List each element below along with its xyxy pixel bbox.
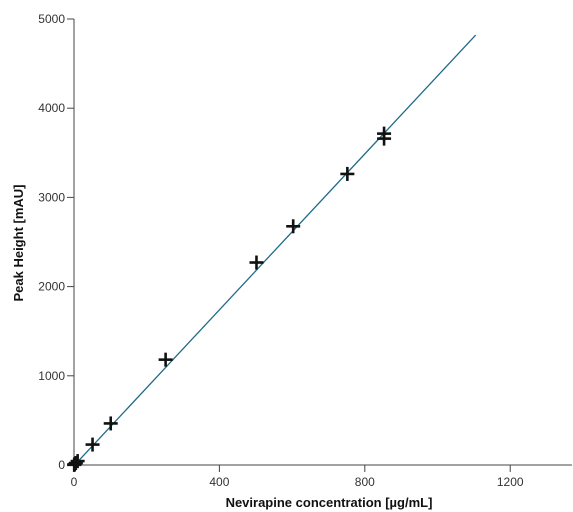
x-axis: 0 400 800 1200: [71, 464, 572, 489]
x-axis-title: Nevirapine concentration [µg/mL]: [226, 495, 433, 510]
data-point: [85, 437, 100, 452]
data-point: [70, 454, 85, 469]
data-point: [286, 219, 301, 234]
x-tick-label: 0: [71, 475, 78, 489]
y-tick-label: 0: [58, 458, 65, 472]
y-axis: 0 1000 2000 3000 4000 5000: [38, 12, 75, 472]
y-tick-label: 5000: [38, 12, 65, 26]
x-tick-label: 1200: [497, 475, 524, 489]
y-tick-label: 1000: [38, 369, 65, 383]
data-points-layer: [67, 126, 392, 472]
data-point: [377, 126, 392, 141]
y-tick-label: 3000: [38, 190, 65, 204]
fit-line: [73, 34, 477, 467]
data-point: [68, 456, 83, 471]
data-point: [340, 166, 355, 181]
y-axis-title: Peak Height [mAU]: [11, 184, 26, 301]
y-tick-label: 4000: [38, 101, 65, 115]
x-tick-label: 400: [209, 475, 229, 489]
x-tick-label: 800: [355, 475, 375, 489]
fit-line-layer: [73, 34, 477, 467]
data-point: [103, 416, 118, 431]
y-tick-label: 2000: [38, 280, 65, 294]
data-point: [158, 352, 173, 367]
data-point: [249, 255, 264, 270]
